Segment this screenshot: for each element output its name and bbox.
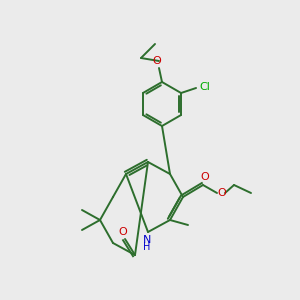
Text: Cl: Cl: [200, 82, 211, 92]
Text: H: H: [143, 242, 151, 252]
Text: O: O: [201, 172, 209, 182]
Text: N: N: [143, 235, 151, 245]
Text: O: O: [153, 56, 161, 66]
Text: O: O: [118, 227, 127, 237]
Text: O: O: [218, 188, 226, 198]
